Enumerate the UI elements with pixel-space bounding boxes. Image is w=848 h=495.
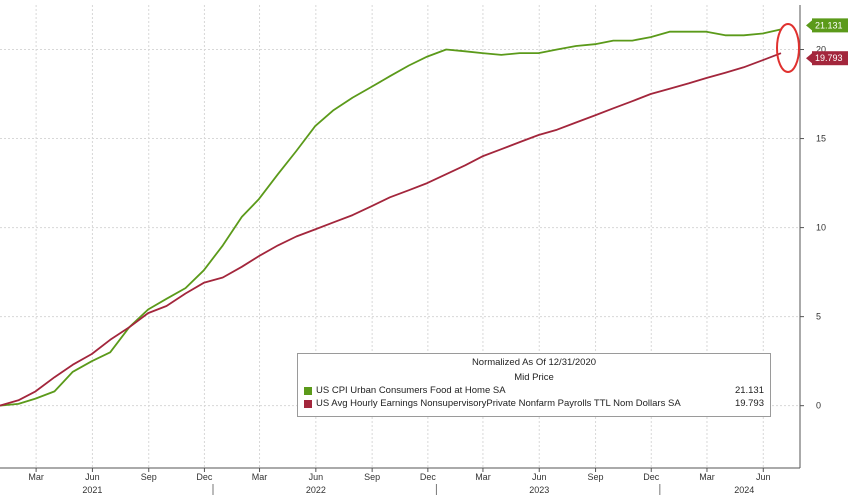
x-tick-label: Sep (364, 472, 380, 482)
x-tick-label: Dec (420, 472, 437, 482)
legend-swatch-hourly-earnings (304, 399, 312, 408)
y-axis: 0 5 10 15 20 (800, 45, 826, 411)
y-tick-label: 0 (816, 401, 821, 411)
x-tick-label: Mar (28, 472, 44, 482)
last-value-tag-0 (812, 18, 848, 33)
last-value-tag-1 (812, 51, 848, 66)
legend-item-hourly-earnings: US Avg Hourly Earnings NonsupervisoryPri… (298, 397, 770, 410)
y-tick-label: 15 (816, 134, 826, 144)
legend-title: Normalized As Of 12/31/2020 (471, 357, 597, 368)
x-tick-label: Mar (252, 472, 268, 482)
x-tick-label: Jun (756, 472, 771, 482)
y-tick-label: 5 (816, 312, 821, 322)
series-line-1 (0, 52, 782, 407)
last-value-text-1: 19.793 (815, 53, 843, 63)
x-tick-label: Sep (588, 472, 604, 482)
x-tick-label: Dec (196, 472, 213, 482)
legend-value-food-cpi: 21.131 (734, 385, 764, 396)
x-tick-label: Sep (141, 472, 157, 482)
x-tick-label: Jun (532, 472, 547, 482)
year-label: 2021 (82, 485, 102, 495)
x-tick-label: Jun (85, 472, 100, 482)
y-tick-label: 10 (816, 223, 826, 233)
year-label: 2022 (306, 485, 326, 495)
legend-value-hourly-earnings: 19.793 (734, 398, 764, 409)
x-tick-label: Dec (643, 472, 660, 482)
year-label: 2023 (529, 485, 549, 495)
last-value-pointer-1 (806, 53, 812, 64)
legend-label-hourly-earnings: US Avg Hourly Earnings NonsupervisoryPri… (316, 398, 681, 409)
legend: Normalized As Of 12/31/2020 Mid Price US… (297, 353, 771, 417)
x-tick-label: Jun (309, 472, 324, 482)
legend-subtitle: Mid Price (514, 372, 554, 383)
legend-item-food-cpi: US CPI Urban Consumers Food at Home SA 2… (298, 384, 770, 397)
x-tick-label: Mar (475, 472, 491, 482)
highlight-circle (776, 23, 800, 73)
x-tick-label: Mar (699, 472, 715, 482)
x-axis: Mar Jun Sep Dec Mar Jun Sep Dec Mar Jun Sep Dec Mar J… (28, 468, 771, 495)
series-line-0 (0, 28, 782, 407)
y-tick-label: 20 (816, 45, 826, 55)
series-group (0, 28, 782, 407)
last-value-tags: 21.131 19.793 (806, 18, 848, 66)
legend-label-food-cpi: US CPI Urban Consumers Food at Home SA (316, 385, 506, 396)
year-label: 2024 (734, 485, 754, 495)
last-value-text-0: 21.131 (815, 20, 843, 30)
last-value-pointer-0 (806, 20, 812, 31)
legend-swatch-food-cpi (304, 386, 312, 395)
